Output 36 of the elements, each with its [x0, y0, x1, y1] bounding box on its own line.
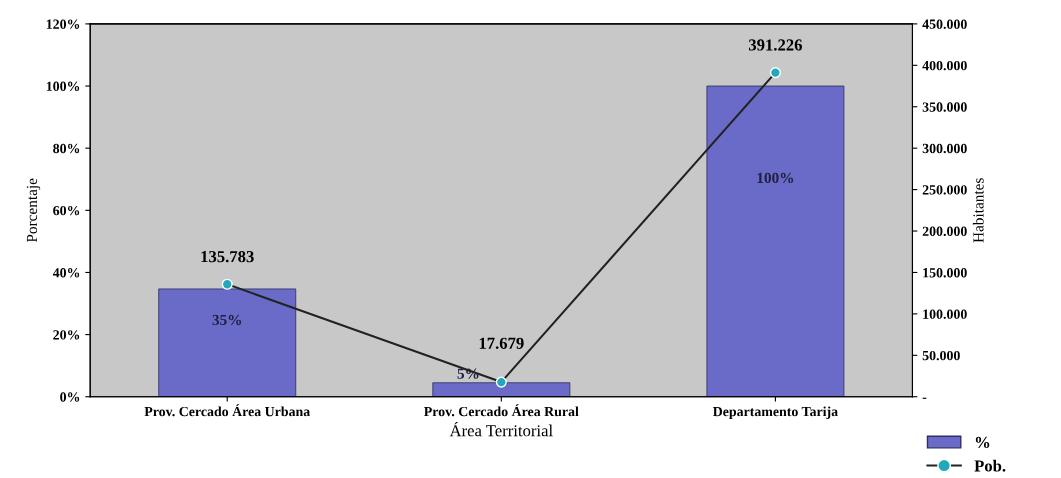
- y-tick-label: 100%: [46, 81, 80, 92]
- data-label: 35%: [212, 314, 242, 326]
- y-tick-label: 0%: [60, 392, 80, 402]
- y-tick-label: 40%: [52, 268, 80, 278]
- y2-axis-title: Habitantes: [972, 178, 984, 243]
- point: [769, 67, 781, 79]
- y2-tick-label: 150.000: [923, 268, 967, 278]
- y-tick-label: 20%: [53, 330, 80, 340]
- bar: [706, 85, 845, 397]
- data-label: 100%: [757, 172, 794, 184]
- x-axis-title: Área Territorial: [449, 421, 553, 437]
- y2-tick-label: 450.000: [922, 19, 967, 29]
- x-tick-label: Prov. Cercado Área Rural: [424, 404, 579, 417]
- y2-tick-label: 350.000: [922, 102, 967, 112]
- y2-tick-label: -: [922, 397, 927, 399]
- bar: [432, 382, 571, 397]
- point: [221, 278, 233, 290]
- y2-tick-label: 400.000: [922, 60, 967, 71]
- y2-tick-label: 100.000: [923, 309, 967, 319]
- bar: [158, 288, 297, 397]
- x-tick-label: Prov. Cercado Área Urbana: [144, 404, 310, 417]
- data-label: 391.226: [748, 39, 803, 51]
- y2-tick-label: 200.000: [922, 226, 967, 237]
- y-tick-label: 120%: [46, 19, 80, 29]
- y2-tick-label: 300.000: [922, 143, 967, 154]
- legend-label: %: [975, 436, 990, 449]
- y2-tick-label: 50.000: [922, 350, 960, 361]
- data-label: 135.783: [201, 250, 254, 263]
- x-tick-label: Departamento Tarija: [712, 406, 838, 420]
- y-axis-title: Porcentaje: [26, 178, 41, 243]
- data-label: 17.679: [479, 337, 524, 349]
- legend-label: Pob.: [974, 459, 1006, 472]
- y-tick-label: 80%: [53, 143, 80, 154]
- y-tick-label: 60%: [53, 205, 80, 216]
- y2-tick-label: 250.000: [922, 185, 967, 195]
- point: [495, 376, 507, 388]
